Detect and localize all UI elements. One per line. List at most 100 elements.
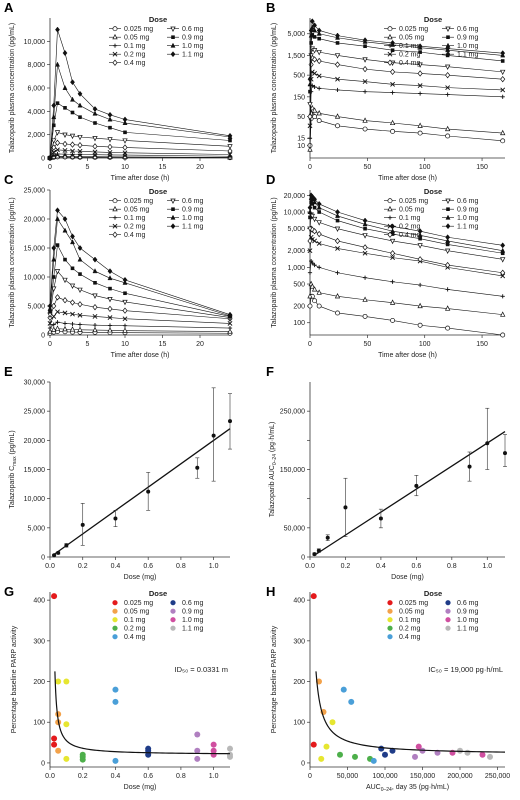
- legend-marker-0_05-mg: [387, 205, 393, 212]
- x-tick-label: 150: [476, 341, 488, 348]
- data-point-0_6-mg: [362, 57, 368, 63]
- legend-marker-1_0-mg: [170, 617, 176, 623]
- data-point-0_025-mg: [500, 138, 506, 144]
- data-point-0_4-mg: [334, 61, 341, 68]
- data-point-1_1-mg: [227, 745, 233, 752]
- data-point-1_0-mg: [417, 232, 423, 238]
- legend-label-1_0-mg: 1.0 mg: [457, 617, 479, 624]
- data-point-0_2-mg: [335, 76, 340, 82]
- data-point-0_6-mg: [122, 138, 128, 144]
- legend-label-0_4-mg: 0.4 mg: [399, 60, 421, 67]
- data-point-0_9-mg: [335, 218, 340, 223]
- data-point-0_1-mg: [55, 678, 62, 685]
- legend-label-0_05-mg: 0.05 mg: [399, 609, 424, 616]
- legend: Dose 0.025 mg 0.05 mg0.1 mg 0.2 mg0.4 mg 0.6…: [384, 187, 479, 239]
- data-point-0_1-mg: [70, 152, 75, 157]
- legend-marker-1_1-mg: [445, 625, 451, 631]
- y-tick-label: 100: [293, 320, 305, 327]
- y-axis-label: Percentage baseline PARP activity: [11, 625, 18, 733]
- data-point-0_2-mg: [70, 311, 75, 317]
- data-point-1_1-mg: [500, 50, 506, 57]
- data-point-0_4-mg: [69, 299, 76, 306]
- data-point-1_0-mg: [479, 751, 486, 758]
- data-point-0_1-mg: [92, 323, 98, 328]
- legend-marker-1_1-mg: [445, 51, 451, 58]
- legend-marker-0_025-mg: [112, 600, 118, 606]
- legend-marker-0_4-mg: [387, 634, 393, 640]
- data-point-0_1-mg: [390, 279, 395, 284]
- y-tick-label: 10,000: [24, 39, 46, 46]
- data-point-0_6-mg: [311, 216, 318, 223]
- x-tick-label: 0.2: [78, 563, 88, 570]
- y-tick-label: 20,000: [24, 438, 46, 445]
- data-point-0_2-mg: [55, 309, 60, 315]
- x-tick-label: 1.0: [209, 563, 219, 570]
- x-tick-label: 100: [419, 164, 431, 171]
- data-point-0_9-mg: [412, 753, 418, 760]
- y-axis-label-part: Talazoparib AUC: [269, 465, 276, 517]
- data-point-0_05-mg: [47, 328, 53, 334]
- data-point-1_0-mg: [316, 204, 322, 210]
- data-point-0_1-mg: [317, 86, 322, 91]
- data-point-0_1-mg: [500, 294, 505, 299]
- data-point-0_9-mg: [312, 205, 317, 210]
- series-line-0_025-mg: [309, 114, 503, 146]
- legend-title: Dose: [424, 15, 442, 24]
- data-point-0_2-mg: [55, 147, 60, 153]
- legend-label-0_025-mg: 0.025 mg: [399, 26, 428, 33]
- series-line-0_05-mg: [309, 107, 503, 150]
- data-point-0_05-mg: [316, 289, 322, 295]
- data-point-0_9-mg: [51, 275, 56, 279]
- data-point-0_1-mg: [63, 721, 70, 728]
- legend-marker-0_6-mg: [445, 26, 451, 32]
- data-point-0_6-mg: [362, 233, 368, 239]
- data-point-0_9-mg: [390, 232, 395, 236]
- data-point-0_9-mg: [48, 310, 52, 314]
- x-tick-label: 0.4: [376, 563, 386, 570]
- data-point-0_4-mg: [69, 141, 76, 148]
- data-point-0_1-mg: [77, 322, 83, 327]
- y-tick-label: 10: [297, 143, 305, 150]
- y-axis-label: Talazoparib Cmax (pg/mL): [9, 430, 18, 508]
- fit-annotation: ID₅₀ = 0.0331 m: [175, 665, 228, 674]
- data-point-1_0-mg: [312, 27, 318, 33]
- data-point-0_05-mg: [92, 326, 98, 333]
- x-tick-label: 0.4: [111, 773, 121, 780]
- data-point-0_4-mg: [107, 143, 113, 151]
- data-point: [195, 465, 200, 470]
- data-point: [325, 535, 330, 540]
- legend-label-1_0-mg: 1.0 mg: [182, 43, 204, 50]
- data-point-0_4-mg: [54, 294, 61, 301]
- y-axis-label: Talazoparib plasma concentration (pg/mL): [271, 23, 278, 153]
- legend-marker-0_1-mg: [387, 215, 393, 220]
- data-point: [414, 483, 419, 488]
- y-tick-label: 1,500: [287, 53, 305, 60]
- x-tick-label: 0.0: [305, 563, 315, 570]
- data-point-0_9-mg: [445, 242, 450, 247]
- legend-label-0_6-mg: 0.6 mg: [457, 600, 479, 607]
- y-axis-label-sub: max: [12, 456, 18, 466]
- data-point-0_9-mg: [228, 138, 232, 143]
- data-point-0_2-mg: [335, 246, 340, 251]
- legend-label-0_2-mg: 0.2 mg: [124, 52, 146, 59]
- data-point-0_9-mg: [418, 236, 422, 241]
- data-point-1_0-mg: [210, 741, 217, 748]
- legend-marker-0_9-mg: [446, 207, 450, 211]
- data-point: [80, 522, 85, 527]
- data-point: [56, 550, 61, 555]
- data-point: [211, 433, 216, 438]
- legend-marker-1_1-mg: [170, 625, 176, 631]
- y-tick-label: 500: [293, 282, 305, 289]
- x-tick-label: 50: [363, 164, 371, 171]
- data-point-0_025-mg: [51, 593, 58, 600]
- legend: Dose 0.025 mg 0.05 mg0.1 mg 0.2 mg0.4 mg 0.6…: [387, 589, 479, 641]
- legend-marker-0_025-mg: [112, 26, 118, 32]
- y-tick-label: 2,000: [27, 132, 45, 139]
- data-point-0_2-mg: [62, 310, 68, 316]
- legend-marker-0_2-mg: [387, 625, 393, 631]
- data-point-0_025-mg: [316, 303, 322, 309]
- data-point-0_025-mg: [312, 298, 318, 304]
- data-point-0_2-mg: [62, 147, 68, 153]
- data-point-0_025-mg: [310, 741, 317, 748]
- data-point-1_1-mg: [417, 228, 423, 235]
